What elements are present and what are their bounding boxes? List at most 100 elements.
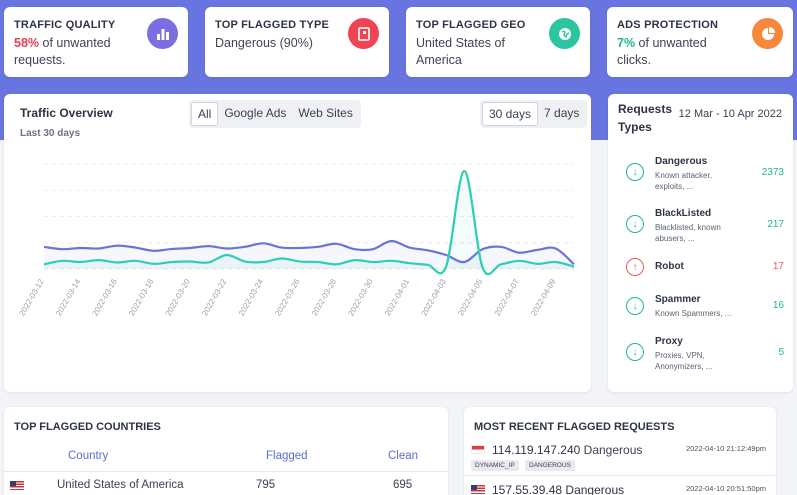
series-line-0[interactable] bbox=[43, 239, 575, 266]
kpi-title: ADS PROTECTION bbox=[617, 19, 719, 31]
arrow-up-icon: ↑ bbox=[626, 258, 644, 276]
request-ip: 157.55.39.48 Dangerous bbox=[492, 483, 624, 495]
bar-chart-icon bbox=[147, 18, 178, 49]
request-type: Dangerous bbox=[565, 483, 625, 495]
arrow-down-icon: ↓ bbox=[626, 215, 644, 233]
request-types-card: Requests Types 12 Mar - 10 Apr 2022 ↓ Da… bbox=[608, 94, 793, 392]
kpi-traffic-quality[interactable]: TRAFFIC QUALITY 58% of unwanted requests… bbox=[4, 7, 188, 77]
source-filter-group: All Google Ads Web Sites bbox=[189, 100, 361, 128]
column-header-clean[interactable]: Clean bbox=[388, 450, 419, 462]
traffic-overview-card: Traffic Overview Last 30 days All Google… bbox=[4, 94, 591, 392]
overview-title: Traffic Overview bbox=[20, 106, 113, 120]
x-tick-label: 2022-03-12 bbox=[17, 277, 46, 317]
request-type-spammer[interactable]: ↓ Spammer Known Spammers, ... 16 bbox=[626, 294, 784, 322]
x-tick-label: 2022-04-07 bbox=[493, 277, 522, 317]
x-tick-label: 2022-04-01 bbox=[383, 277, 412, 317]
column-header-flagged[interactable]: Flagged bbox=[266, 450, 308, 462]
kpi-title: TOP FLAGGED GEO bbox=[416, 19, 526, 31]
x-tick-label: 2022-03-22 bbox=[200, 277, 229, 317]
x-tick-label: 2022-03-24 bbox=[237, 277, 266, 317]
series-area-1 bbox=[44, 170, 574, 275]
clean-count: 695 bbox=[393, 479, 413, 491]
request-types-title: Requests Types bbox=[618, 102, 673, 134]
request-ip-value: 157.55.39.48 bbox=[492, 483, 563, 495]
request-type-name: Robot bbox=[655, 261, 684, 272]
divider bbox=[464, 475, 776, 476]
request-time: 2022-04-10 20:51:50pm bbox=[685, 484, 766, 493]
x-tick-label: 2022-03-18 bbox=[127, 277, 156, 317]
kpi-text: of unwanted requests. bbox=[14, 36, 111, 67]
kpi-top-flagged-type[interactable]: TOP FLAGGED TYPE Dangerous (90%) bbox=[205, 7, 389, 77]
request-time: 2022-04-10 21:12:49pm bbox=[685, 444, 766, 453]
request-type: Dangerous bbox=[583, 443, 643, 457]
x-tick-label: 2022-03-30 bbox=[346, 277, 375, 317]
arrow-down-icon: ↓ bbox=[626, 163, 644, 181]
kpi-title: TRAFFIC QUALITY bbox=[14, 19, 116, 31]
tag-dangerous: DANGEROUS bbox=[525, 460, 575, 471]
kpi-value: 7% of unwanted clicks. bbox=[617, 35, 735, 69]
request-type-name: Proxy bbox=[655, 336, 683, 347]
range-filter-group: 30 days 7 days bbox=[480, 100, 588, 128]
request-type-name: BlackListed bbox=[655, 208, 712, 219]
x-tick-label: 2022-03-26 bbox=[273, 277, 302, 317]
request-ip: 114.119.147.240 Dangerous bbox=[492, 443, 642, 457]
kpi-highlight: 7% bbox=[617, 36, 636, 50]
x-tick-label: 2022-04-09 bbox=[529, 277, 558, 317]
request-type-proxy[interactable]: ↓ Proxy Proxies, VPN, Anonymizers, ... 5 bbox=[626, 336, 784, 372]
x-tick-label: 2022-03-14 bbox=[54, 277, 83, 317]
request-type-desc: Known Spammers, ... bbox=[655, 309, 732, 318]
request-type-name: Spammer bbox=[655, 294, 701, 305]
filter-google-ads[interactable]: Google Ads bbox=[224, 106, 287, 120]
request-type-desc: Blacklisted, known abusers, ... bbox=[655, 223, 721, 243]
top-flagged-countries-card: TOP FLAGGED COUNTRIES Country Flagged Cl… bbox=[4, 407, 448, 495]
request-type-robot[interactable]: ↑ Robot 17 bbox=[626, 258, 784, 281]
overview-subtitle: Last 30 days bbox=[20, 128, 81, 139]
globe-icon bbox=[549, 18, 580, 49]
pie-chart-icon bbox=[752, 18, 783, 49]
x-tick-label: 2022-03-16 bbox=[91, 277, 120, 317]
request-type-blacklisted[interactable]: ↓ BlackListed Blacklisted, known abusers… bbox=[626, 208, 784, 244]
request-type-count: 217 bbox=[767, 219, 784, 230]
x-tick-label: 2022-04-03 bbox=[420, 277, 449, 317]
x-tick-label: 2022-03-20 bbox=[164, 277, 193, 317]
request-type-dangerous[interactable]: ↓ Dangerous Known attacker, exploits, ..… bbox=[626, 156, 784, 192]
kpi-value: United States of America bbox=[416, 36, 505, 67]
filter-all[interactable]: All bbox=[191, 102, 219, 126]
recent-title: MOST RECENT FLAGGED REQUESTS bbox=[474, 421, 675, 433]
request-type-name: Dangerous bbox=[655, 156, 708, 167]
us-flag-icon bbox=[471, 485, 485, 494]
kpi-ads-protection[interactable]: ADS PROTECTION 7% of unwanted clicks. bbox=[607, 7, 793, 77]
request-type-desc: Proxies, VPN, Anonymizers, ... bbox=[655, 351, 713, 371]
kpi-text: of unwanted clicks. bbox=[617, 36, 707, 67]
x-tick-label: 2022-03-28 bbox=[310, 277, 339, 317]
request-type-count: 16 bbox=[772, 300, 784, 311]
request-ip-value: 114.119.147.240 bbox=[492, 443, 581, 457]
divider bbox=[4, 471, 448, 472]
column-header-country[interactable]: Country bbox=[68, 450, 109, 462]
request-type-count: 2373 bbox=[761, 167, 784, 178]
request-type-count: 17 bbox=[772, 261, 784, 272]
kpi-value: Dangerous (90%) bbox=[215, 36, 313, 50]
kpi-title: TOP FLAGGED TYPE bbox=[215, 19, 330, 31]
series-line-1[interactable] bbox=[43, 169, 575, 276]
request-type-count: 5 bbox=[778, 347, 784, 358]
kpi-highlight: 58% bbox=[14, 36, 40, 50]
country-name: United States of America bbox=[57, 479, 184, 491]
x-tick-label: 2022-04-05 bbox=[456, 277, 485, 317]
flagged-count: 795 bbox=[256, 479, 276, 491]
filter-web-sites[interactable]: Web Sites bbox=[298, 106, 353, 120]
countries-title: TOP FLAGGED COUNTRIES bbox=[14, 421, 161, 433]
us-flag-icon bbox=[10, 481, 24, 490]
recent-flagged-requests-card: MOST RECENT FLAGGED REQUESTS 114.119.147… bbox=[464, 407, 776, 495]
date-range: 12 Mar - 10 Apr 2022 bbox=[678, 108, 782, 120]
traffic-line-chart: 2022-03-12 2022-03-14 2022-03-16 2022-03-18… bbox=[17, 163, 575, 317]
range-30-days[interactable]: 30 days bbox=[482, 102, 539, 126]
tag-dynamic-ip: DYNAMIC_IP bbox=[471, 460, 519, 471]
sg-flag-icon bbox=[471, 445, 485, 454]
kpi-value: 58% of unwanted requests. bbox=[14, 35, 132, 69]
arrow-down-icon: ↓ bbox=[626, 343, 644, 361]
request-type-desc: Known attacker, exploits, ... bbox=[655, 171, 712, 191]
arrow-down-icon: ↓ bbox=[626, 297, 644, 315]
range-7-days[interactable]: 7 days bbox=[544, 106, 580, 120]
kpi-top-flagged-geo[interactable]: TOP FLAGGED GEO United States of America bbox=[406, 7, 590, 77]
